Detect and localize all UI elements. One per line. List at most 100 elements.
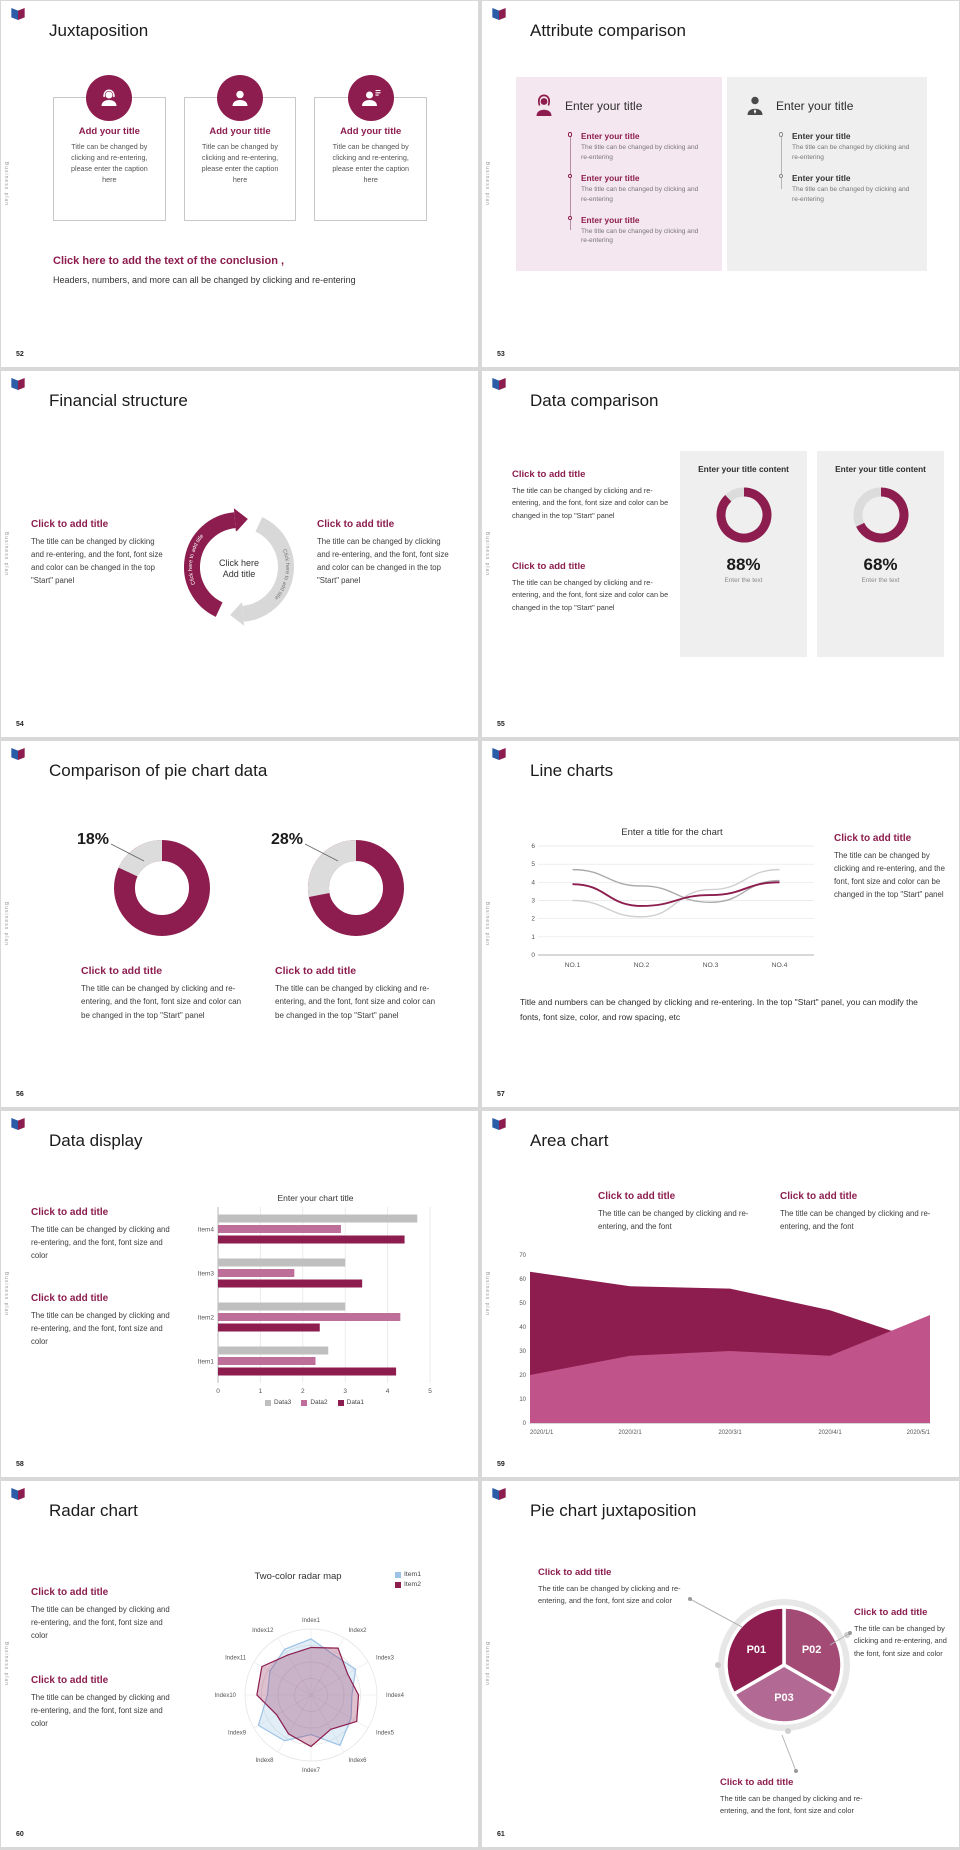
svg-text:2020/3/1: 2020/3/1 [718,1430,742,1436]
slide-59[interactable]: Business plan Area chart Click to add ti… [482,1111,959,1477]
sidebar-vertical-label: Business plan [3,901,9,947]
area-chart: 0 10 20 30 40 50 60 70 2020/1/1 2020/2/1 2020/3/1 2… [519,1253,930,1436]
text-block: Click to add title The title can be chan… [31,1675,181,1730]
feature-card: Add your title Title can be changed by c… [183,75,297,221]
sidebar-vertical-label: Business plan [3,1641,9,1687]
svg-text:1: 1 [259,1388,263,1395]
svg-text:Index10: Index10 [215,1693,237,1699]
card-title: Add your title [78,126,140,137]
svg-text:2020/2/1: 2020/2/1 [618,1430,642,1436]
radar-chart: Index1 Index2 Index3 Index4 Index5 Index6 Inde… [215,1618,405,1774]
svg-text:Item3: Item3 [198,1271,215,1278]
svg-text:10: 10 [519,1397,526,1403]
block-body: The title can be changed by clicking and… [854,1624,947,1658]
brand-logo-icon [491,377,507,391]
svg-text:2: 2 [531,916,535,923]
slide-note: Title and numbers can be changed by clic… [520,997,918,1023]
page-number: 60 [16,1831,24,1838]
item-caption: The title can be changed by clicking and… [581,185,699,203]
svg-text:Index1: Index1 [302,1618,321,1624]
text-block-left: Click to add title The title can be chan… [31,519,165,587]
svg-text:Index11: Index11 [225,1656,247,1662]
timeline-dot-icon [778,173,783,179]
page-number: 58 [16,1461,24,1468]
text-block: Click to add title The title can be chan… [538,1567,690,1608]
block-body: The title can be changed by clicking and… [275,984,436,1020]
panel-title: Enter your title [565,99,643,113]
slide-title: Radar chart [49,1501,138,1520]
block-body: The title can be changed by clicking and… [31,1225,170,1261]
card-caption: Enter the text [724,577,763,585]
brand-logo-icon [491,7,507,21]
sidebar-vertical-label: Business plan [484,1271,490,1317]
slide-58[interactable]: Business plan Data display Click to add … [1,1111,478,1477]
slide-60[interactable]: Business plan Radar chart Click to add t… [1,1481,478,1847]
slide-title: Attribute comparison [530,21,686,40]
item-caption: The title can be changed by clicking and… [581,144,699,161]
timeline-dot-icon [567,173,572,179]
block-body: The title can be changed by clicking and… [720,1794,863,1816]
svg-text:50: 50 [519,1301,526,1307]
svg-text:1: 1 [531,934,535,941]
line-chart: 0 1 2 3 4 5 6 NO.1 NO.2 NO.3 NO.4 [531,843,814,969]
block-heading: Click to add title [275,965,357,977]
legend-swatch-item2 [395,1581,401,1588]
svg-text:Index6: Index6 [349,1758,368,1764]
slide-61[interactable]: Business plan Pie chart juxtaposition Cl… [482,1481,959,1847]
svg-text:NO.4: NO.4 [772,962,788,969]
brand-logo-icon [10,747,26,761]
slide-title: Juxtaposition [49,21,149,40]
brand-logo-icon [491,747,507,761]
slide-title: Comparison of pie chart data [49,761,268,780]
slide-56[interactable]: Business plan Comparison of pie chart da… [1,741,478,1107]
page-number: 53 [497,351,505,358]
slide-52[interactable]: Business plan Juxtaposition Add your tit… [1,1,478,367]
legend-swatch-item1 [395,1571,401,1578]
sidebar-vertical-label: Business plan [3,1271,9,1317]
timeline-dot-icon [778,132,783,137]
chart-title: Enter a title for the chart [621,827,723,838]
svg-text:NO.1: NO.1 [565,962,581,969]
text-block: Click to add title The title can be chan… [834,833,946,901]
slide-53[interactable]: Business plan Attribute comparison Enter… [482,1,959,367]
callout-lines [110,843,339,862]
block-heading: Click to add title [598,1191,676,1202]
item-title: Enter your title [581,214,640,225]
legend-label: Item1 [404,1571,421,1578]
donut-chart [716,487,771,543]
chart-legend: Item1 Item2 [395,1571,421,1588]
brand-logo-icon [10,1117,26,1131]
text-block: Click to add title The title can be chan… [854,1607,954,1660]
block-heading: Click to add title [31,1675,109,1686]
slide-55[interactable]: Business plan Data comparison Click to a… [482,371,959,737]
svg-text:70: 70 [519,1253,526,1259]
text-block: Click to add title The title can be chan… [31,1207,179,1262]
comparison-panel-right: Enter your title Enter your title The ti… [727,77,927,271]
svg-text:2020/1/1: 2020/1/1 [530,1430,554,1436]
slide-57[interactable]: Business plan Line charts Enter a title … [482,741,959,1107]
svg-text:4: 4 [386,1388,390,1395]
svg-text:5: 5 [531,861,535,868]
chart-legend: Data3 Data2 Data1 [191,1399,438,1406]
male-person-icon [743,93,767,119]
timeline-item: Enter your title The title can be change… [567,131,722,163]
timeline-item: Enter your title The title can be change… [567,214,722,247]
stat-card: Enter your title content 68% Enter the t… [817,451,944,657]
svg-text:4: 4 [531,879,535,886]
svg-text:Add title: Add title [223,569,256,579]
svg-text:Index9: Index9 [228,1731,247,1737]
brand-logo-icon [491,1117,507,1131]
svg-text:P02: P02 [802,1644,822,1656]
card-caption: Title can be changed by clicking and re-… [332,142,410,185]
block-heading: Click to add title [854,1607,928,1618]
legend-item: Item1 [395,1571,421,1578]
slide-title: Data comparison [530,391,659,410]
block-body: The title can be changed by clicking and… [538,1584,681,1606]
person-headset-icon [86,75,133,121]
conclusion-body: Headers, numbers, and more can all be ch… [53,275,356,285]
svg-text:Index8: Index8 [255,1758,274,1764]
percent-value: 88% [726,555,761,575]
timeline-item: Enter your title The title can be change… [567,173,722,205]
panel-title: Enter your title [776,99,854,113]
slide-54[interactable]: Business plan Financial structure Click … [1,371,478,737]
